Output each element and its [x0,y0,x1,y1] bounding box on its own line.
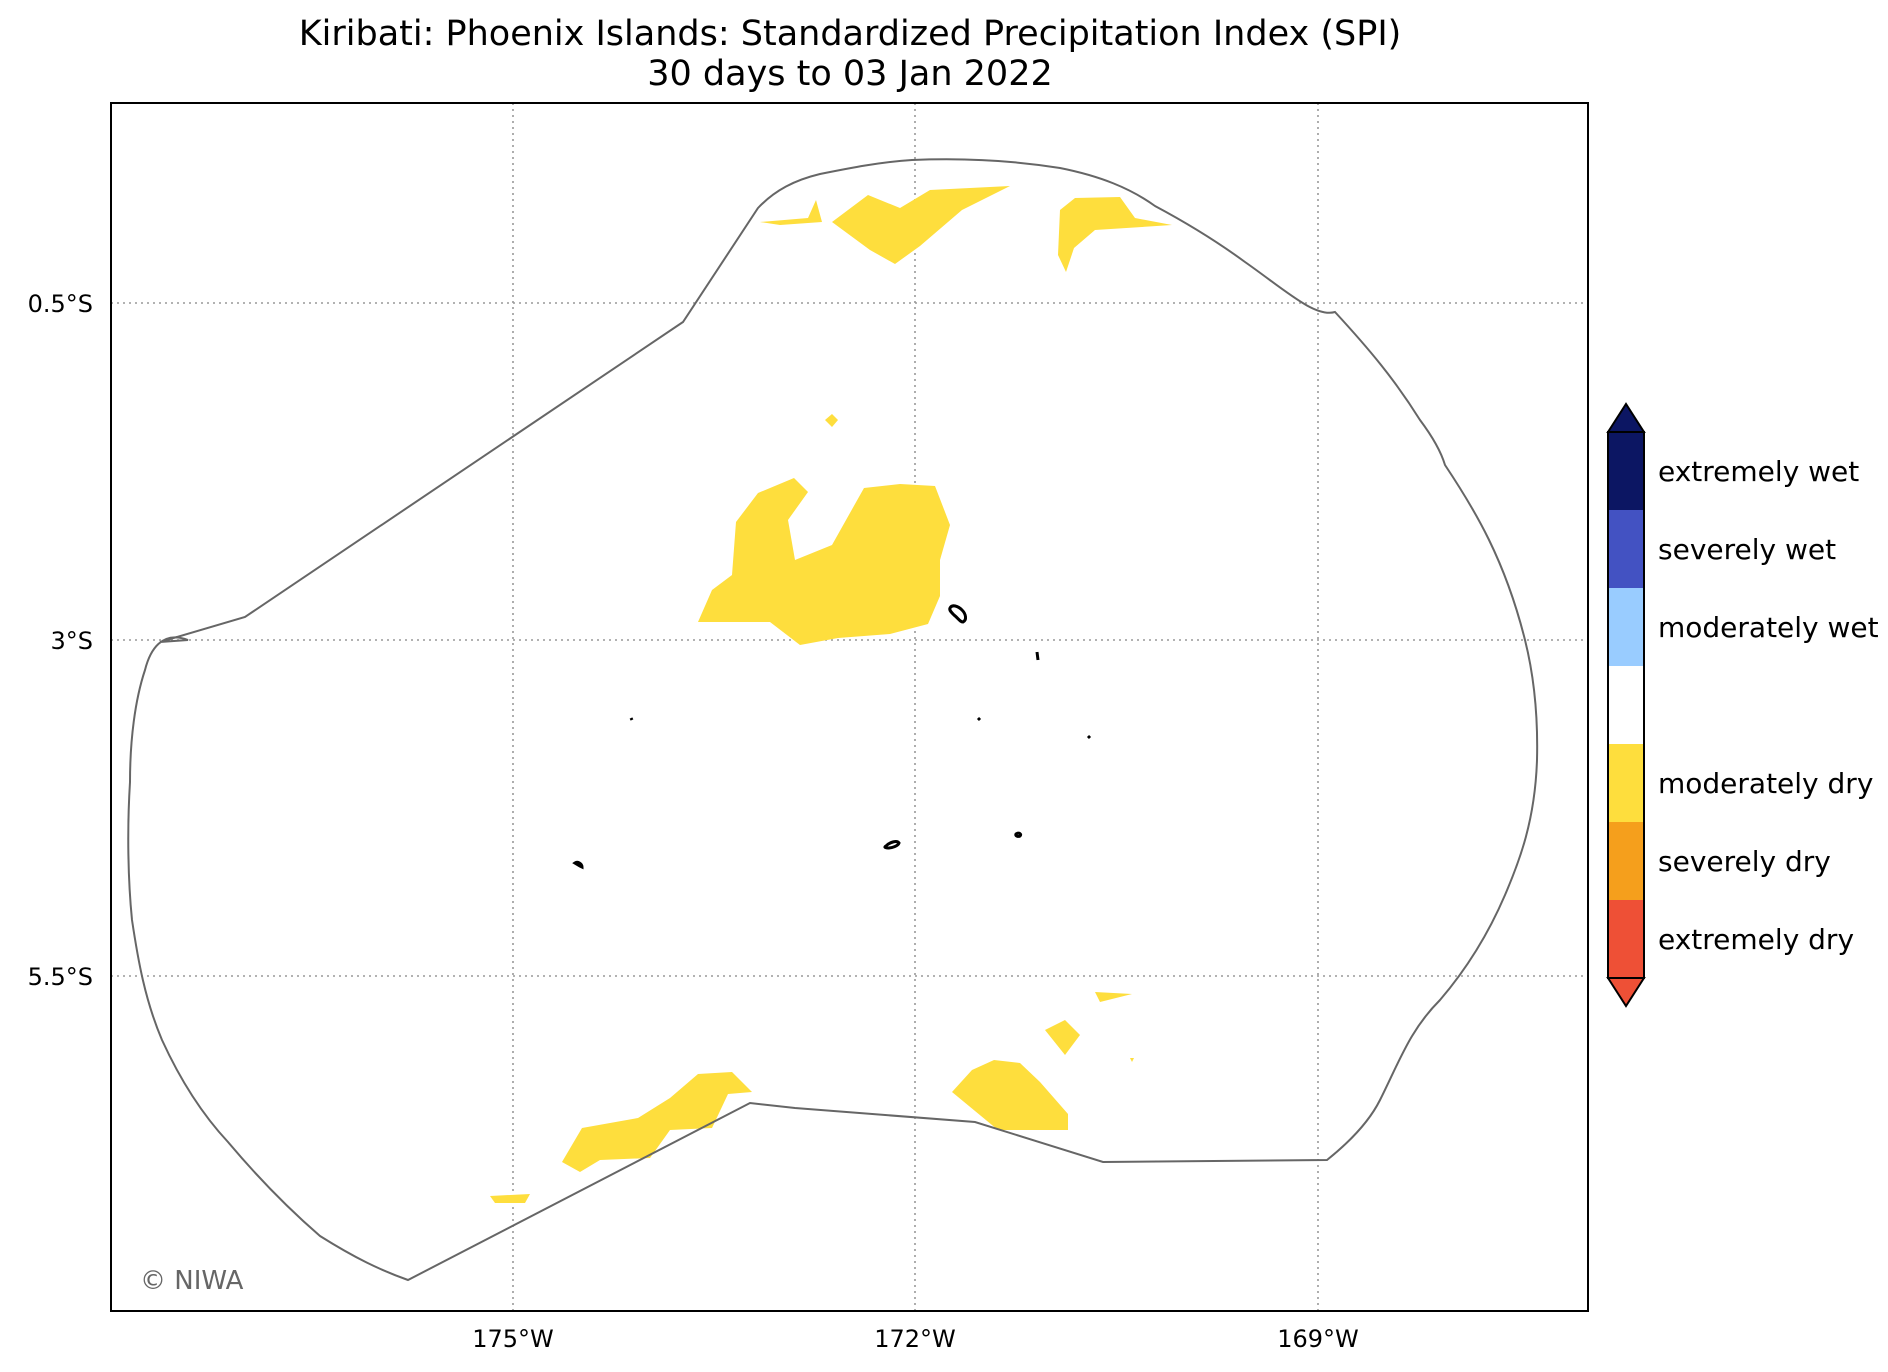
lon-tick-label: 169°W [1277,1325,1359,1353]
moderately-dry-regions [490,186,1172,1203]
lon-tick-label: 175°W [472,1325,554,1353]
colorbar-label: extremely dry [1658,923,1854,956]
colorbar-label: extremely wet [1658,455,1859,488]
colorbar-swatch [1608,588,1644,666]
colorbar-label: moderately wet [1658,611,1879,644]
colorbar-label: severely wet [1658,533,1836,566]
island-kanton [948,604,967,624]
island-nikumaroro [572,860,584,870]
dry-region-south-5 [1095,992,1132,1002]
colorbar-extend-bottom [1606,977,1646,1008]
map-title: Kiribati: Phoenix Islands: Standardized … [298,14,1402,54]
niwa-credit: © NIWA [140,1266,244,1296]
dry-region-north-1 [760,200,822,225]
colorbar-swatch [1608,510,1644,588]
colorbar-swatch [1608,822,1644,900]
colorbar-swatch [1608,900,1644,978]
colorbar: extremely wet severely wet moderately wet m… [1606,402,1879,1008]
lon-axis: 175°W 172°W 169°W [472,1325,1359,1353]
dry-region-central-small [825,414,838,427]
dry-region-north-2 [832,186,1010,264]
colorbar-label: severely dry [1658,845,1831,878]
lat-tick-label: 3°S [50,627,93,655]
lon-tick-label: 172°W [874,1325,956,1353]
dry-region-central [698,478,950,645]
dry-region-south-6 [1130,1058,1134,1062]
colorbar-swatch [1608,744,1644,822]
map-subtitle: 30 days to 03 Jan 2022 [647,54,1053,94]
lat-tick-label: 0.5°S [28,290,93,318]
lat-axis: 0.5°S 3°S 5.5°S [28,290,93,991]
dry-region-south-1 [562,1072,752,1172]
island-orona [883,840,901,850]
plot-area [111,103,1588,1311]
island-mckean [629,717,634,721]
dry-region-north-3 [1058,197,1172,272]
islands [572,604,1092,870]
dry-region-south-3 [952,1060,1068,1130]
dry-region-south-2 [490,1194,530,1203]
dry-region-south-4 [1045,1020,1080,1055]
island-enderbury [1035,651,1040,661]
colorbar-swatch [1608,666,1644,744]
colorbar-swatch [1608,432,1644,510]
island-manra [1014,831,1023,838]
eez-boundary [127,158,1539,1282]
island-rawaki [1086,734,1092,740]
colorbar-extend-top [1606,402,1646,433]
plot-frame [110,102,1589,1312]
colorbar-label: moderately dry [1658,767,1873,800]
graticule [111,103,1588,1311]
lat-tick-label: 5.5°S [28,963,93,991]
island-birnie [976,716,982,722]
